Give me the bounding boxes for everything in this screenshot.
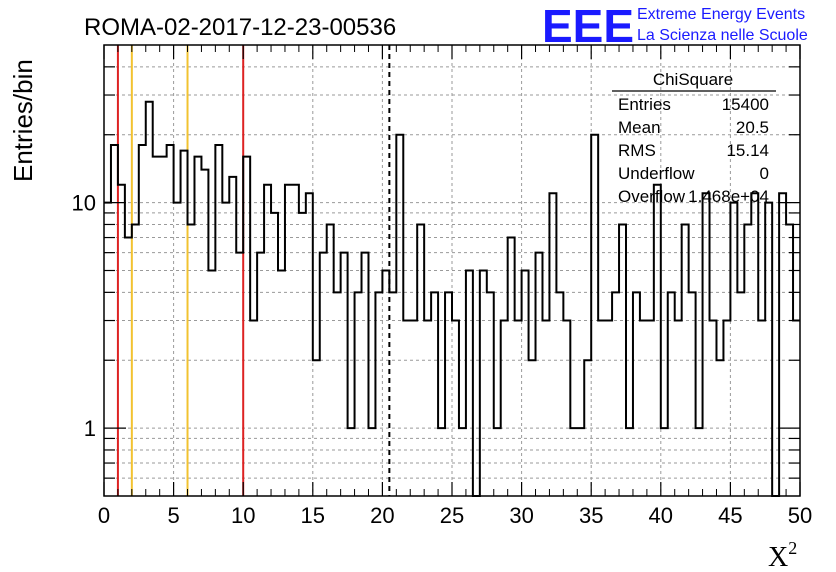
stats-box-title: ChiSquare	[653, 70, 733, 89]
y-tick-label: 1	[84, 416, 96, 441]
chart-title: ROMA-02-2017-12-23-00536	[84, 14, 396, 41]
histogram-series	[104, 100, 800, 497]
stats-value: 15.14	[726, 141, 769, 160]
x-tick-label: 40	[649, 503, 673, 528]
stats-value: 20.5	[736, 118, 769, 137]
y-axis-label: Entries/bin	[8, 59, 38, 182]
x-tick-label: 45	[718, 503, 742, 528]
logo-line1: Extreme Energy Events	[637, 6, 805, 23]
x-tick-label: 15	[301, 503, 325, 528]
stats-label: Underflow	[618, 164, 695, 183]
x-tick-label: 25	[440, 503, 464, 528]
stats-value: 0	[760, 164, 769, 183]
x-tick-label: 5	[167, 503, 179, 528]
stats-rows: Entries 15400 Mean 20.5 RMS 15.14 Underflow 0 Ov…	[618, 95, 769, 206]
x-tick-label: 0	[98, 503, 110, 528]
x-tick-label: 50	[788, 503, 812, 528]
x-axis-label: X2	[768, 538, 797, 572]
logo-letters: EEE	[542, 0, 634, 52]
stats-label: RMS	[618, 141, 656, 160]
x-tick-label: 20	[370, 503, 394, 528]
logo-line2: La Scienza nelle Scuole	[637, 27, 808, 44]
stats-value: 15400	[722, 95, 769, 114]
stats-value: 1.468e+04	[688, 187, 769, 206]
stats-label: Entries	[618, 95, 671, 114]
reference-lines	[116, 45, 391, 496]
stats-label: Overflow	[618, 187, 686, 206]
stats-box: ChiSquare Entries 15400 Mean 20.5 RMS 15.14 Un…	[612, 70, 776, 206]
x-tick-label: 30	[509, 503, 533, 528]
x-tick-label: 35	[579, 503, 603, 528]
x-tick-label: 10	[231, 503, 255, 528]
eee-logo: EEE Extreme Energy Events La Scienza nel…	[542, 0, 808, 52]
axes: 0 5 10 15 20 25 30 35 40 45 50 1 10	[72, 45, 812, 528]
y-tick-label: 10	[72, 191, 96, 216]
stats-label: Mean	[618, 118, 661, 137]
